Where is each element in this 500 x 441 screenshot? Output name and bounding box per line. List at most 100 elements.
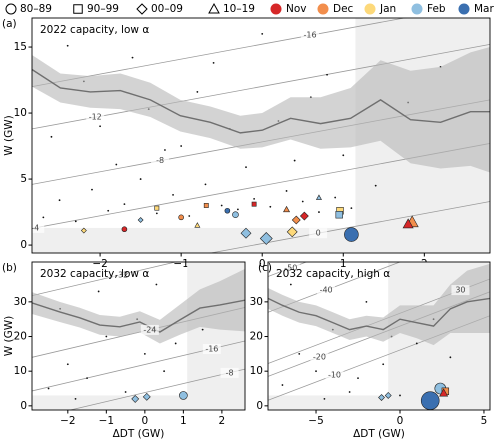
spread-band	[32, 268, 245, 344]
shaded-region	[32, 227, 490, 253]
data-point	[97, 290, 100, 293]
data-point	[163, 370, 166, 373]
panel-label: (c)	[258, 262, 272, 274]
data-point	[143, 352, 146, 355]
data-point	[58, 199, 61, 202]
data-point	[293, 159, 296, 162]
data-point	[350, 207, 353, 210]
marker	[137, 217, 144, 223]
contour-label: -16	[304, 31, 317, 40]
x-tick-label: 5	[481, 415, 488, 427]
data-point	[105, 335, 108, 338]
contour-label-bg	[317, 285, 336, 296]
y-tick-label: 15	[14, 41, 27, 53]
marker	[335, 211, 343, 219]
legend-label: 90–99	[87, 3, 119, 15]
legend-label: Mar	[474, 3, 494, 15]
plot-area: -16 -12 -8 -4 0	[32, 18, 490, 253]
data-point	[66, 363, 69, 366]
data-point	[42, 216, 45, 219]
marker	[439, 388, 449, 397]
data-point	[236, 208, 239, 211]
contour-line	[32, 262, 178, 297]
data-point	[212, 61, 215, 64]
contour-label: -8	[226, 368, 234, 377]
plot-area: -32 -24 -16 -8	[32, 262, 245, 410]
y-axis-label: W (GW)	[3, 115, 15, 155]
contour-label: 0	[316, 229, 321, 238]
x-tick-label: 0	[397, 415, 404, 427]
contour-label-bg	[451, 285, 470, 296]
contour-line	[268, 262, 308, 277]
data-point	[172, 194, 174, 196]
marker	[232, 211, 239, 219]
data-point	[174, 342, 177, 345]
contour-label-bg	[325, 369, 344, 380]
marker	[131, 394, 140, 403]
contour-label-bg	[202, 343, 221, 354]
marker	[142, 392, 151, 401]
legend-label: 00–09	[151, 3, 183, 15]
contour-line	[268, 262, 402, 313]
data-point	[47, 387, 50, 390]
x-tick-label: 0	[259, 258, 266, 270]
data-point	[139, 178, 142, 180]
data-point	[382, 363, 385, 366]
contour-label-bg	[301, 30, 320, 41]
legend-swatch	[458, 3, 470, 15]
data-point	[323, 398, 326, 400]
y-tick-label: 0	[20, 239, 27, 251]
marker	[378, 394, 385, 401]
contour-label: -16	[205, 344, 218, 353]
marker	[224, 207, 231, 214]
median-line	[32, 299, 245, 333]
data-point	[285, 190, 288, 192]
contour-label: -32	[115, 270, 128, 279]
marker	[121, 226, 128, 233]
spread-band	[32, 47, 490, 173]
legend-label: Dec	[333, 3, 354, 15]
data-point	[253, 197, 256, 200]
data-point	[334, 196, 337, 199]
data-point	[357, 377, 359, 380]
data-point	[269, 205, 272, 208]
y-tick-label: 10	[250, 365, 263, 377]
contour-label: -10	[328, 370, 341, 379]
x-tick-label: 1	[180, 415, 187, 427]
data-point	[281, 384, 284, 386]
x-tick-label: −1	[99, 415, 114, 427]
x-axis-label: ΔDT (GW)	[113, 428, 165, 440]
data-point	[374, 184, 377, 187]
data-point	[188, 215, 191, 217]
marker	[194, 222, 201, 228]
data-point	[155, 283, 158, 286]
y-tick-label: 5	[20, 173, 27, 185]
y-tick-label: 10	[14, 107, 27, 119]
data-point	[123, 203, 126, 206]
data-point	[298, 352, 301, 355]
legend-swatch	[317, 3, 329, 15]
contour-label-bg	[140, 324, 159, 335]
contour-label-bg	[220, 367, 239, 378]
x-tick-label: 0	[142, 415, 149, 427]
median-line	[268, 297, 490, 331]
panel-title: 2032 capacity, low α	[40, 268, 149, 280]
data-point	[86, 377, 88, 380]
y-tick-label: 0	[20, 400, 27, 412]
data-point	[66, 44, 69, 47]
data-point	[415, 342, 418, 345]
marker	[251, 201, 257, 207]
x-tick-label: 2	[219, 415, 226, 427]
data-point	[261, 32, 264, 35]
x-tick-label: −1	[173, 258, 188, 270]
data-point	[201, 328, 204, 331]
data-point	[348, 391, 351, 393]
plot-frame	[267, 261, 491, 411]
x-tick-label: −2	[92, 258, 107, 270]
marker	[344, 227, 359, 242]
data-point	[365, 300, 368, 303]
data-point	[107, 209, 110, 212]
data-point	[115, 163, 118, 166]
data-point	[99, 125, 101, 128]
